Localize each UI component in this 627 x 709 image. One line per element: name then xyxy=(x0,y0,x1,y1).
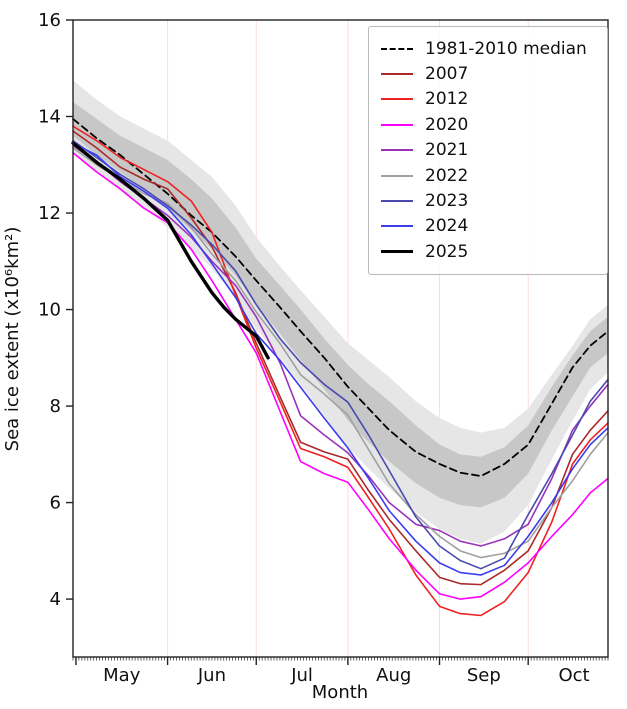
series-line-1981-2010-median xyxy=(72,118,609,477)
legend-label: 2024 xyxy=(425,216,469,237)
x-tick-label: Oct xyxy=(558,665,589,686)
x-tick-label: Jun xyxy=(197,665,226,686)
series-line-2023 xyxy=(72,139,609,570)
legend-label: 2012 xyxy=(425,89,469,110)
y-tick-label: 14 xyxy=(38,107,61,128)
legend-swatch xyxy=(381,250,413,254)
legend-entry-2020: 2020 xyxy=(381,112,597,137)
y-tick-label: 6 xyxy=(50,493,61,514)
legend-entry-2024: 2024 xyxy=(381,214,597,239)
y-tick-label: 10 xyxy=(38,300,61,321)
legend-swatch xyxy=(381,149,413,152)
legend-swatch xyxy=(381,123,413,126)
legend-line xyxy=(381,73,413,76)
x-tick-label: Sep xyxy=(467,665,501,686)
legend-swatch xyxy=(381,47,413,50)
legend-line xyxy=(381,123,413,126)
legend-line xyxy=(381,200,413,203)
legend-entry-1981-2010-median: 1981-2010 median xyxy=(381,36,597,61)
x-tick-label: May xyxy=(103,665,141,686)
legend-line xyxy=(381,98,413,101)
y-axis-label: Sea ice extent (x10⁶km²) xyxy=(2,227,23,452)
y-tick-label: 12 xyxy=(38,203,61,224)
plot-frame xyxy=(72,19,609,658)
x-axis-label: Month xyxy=(312,682,368,703)
legend-line xyxy=(381,47,413,50)
series-line-2025 xyxy=(71,141,270,360)
legend-line xyxy=(381,250,413,254)
legend-swatch xyxy=(381,225,413,228)
y-tick-label: 8 xyxy=(50,396,61,417)
legend-swatch xyxy=(381,200,413,203)
series-line-2024 xyxy=(72,142,609,576)
legend-entry-2007: 2007 xyxy=(381,61,597,86)
series-line-2007 xyxy=(72,130,609,586)
series-line-2012 xyxy=(72,125,609,617)
interquartile-band xyxy=(73,102,608,508)
legend-swatch xyxy=(381,73,413,76)
y-tick-label: 4 xyxy=(50,589,61,610)
legend-line xyxy=(381,225,413,228)
legend-swatch xyxy=(381,174,413,177)
legend: 1981-2010 median 2007 2012 2020 2021 2022 2023… xyxy=(368,26,608,275)
legend-label: 2023 xyxy=(425,191,469,212)
legend-label: 2025 xyxy=(425,241,469,262)
series-line-2022 xyxy=(72,147,609,559)
legend-line xyxy=(381,174,413,177)
legend-entry-2022: 2022 xyxy=(381,163,597,188)
legend-label: 2021 xyxy=(425,140,469,161)
legend-label: 1981-2010 median xyxy=(425,38,587,59)
legend-label: 2020 xyxy=(425,114,469,135)
legend-label: 2007 xyxy=(425,64,469,85)
y-tick-label: 16 xyxy=(38,10,61,31)
legend-entry-2023: 2023 xyxy=(381,188,597,213)
legend-entry-2021: 2021 xyxy=(381,138,597,163)
legend-entry-2012: 2012 xyxy=(381,87,597,112)
series-line-2021 xyxy=(72,144,609,547)
x-tick-label: Jul xyxy=(290,665,313,686)
legend-swatch xyxy=(381,98,413,101)
legend-line xyxy=(381,149,413,152)
x-tick-label: Aug xyxy=(376,665,411,686)
legend-entry-2025: 2025 xyxy=(381,239,597,264)
legend-label: 2022 xyxy=(425,165,469,186)
